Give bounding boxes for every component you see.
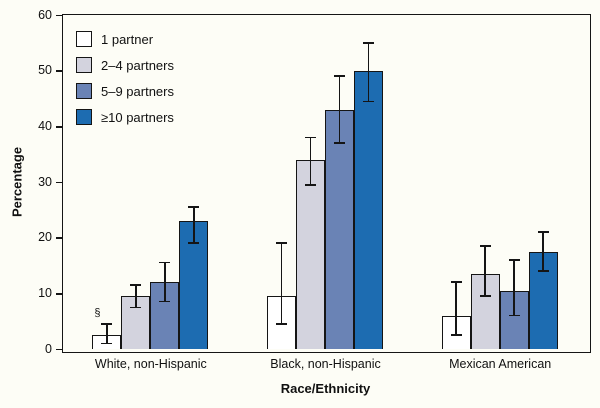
y-tick-mark xyxy=(56,126,62,128)
y-tick-label: 10 xyxy=(38,285,52,300)
error-bar-cap-bottom xyxy=(188,242,200,244)
error-bar-cap-top xyxy=(479,245,491,247)
bar xyxy=(325,109,354,349)
y-tick-mark xyxy=(56,237,62,239)
legend: 1 partner 2–4 partners 5–9 partners ≥10 par… xyxy=(76,31,174,135)
error-bar-cap-top xyxy=(101,323,113,325)
y-axis-title: Percentage xyxy=(9,146,25,218)
error-bar-line xyxy=(193,207,195,244)
y-tick-mark xyxy=(56,70,62,72)
error-bar-cap-top xyxy=(450,281,462,283)
legend-swatch xyxy=(76,31,92,47)
error-bar-cap-bottom xyxy=(537,270,549,272)
error-bar-cap-top xyxy=(130,284,142,286)
plot-area: 1 partner 2–4 partners 5–9 partners ≥10 par… xyxy=(62,14,591,353)
legend-item: 5–9 partners xyxy=(76,83,174,99)
error-bar-line xyxy=(455,282,457,336)
error-bar-line xyxy=(280,243,283,324)
error-bar-cap-top xyxy=(276,242,287,244)
error-bar-cap-bottom xyxy=(450,334,462,336)
x-axis-title: Race/Ethnicity xyxy=(280,381,371,396)
legend-item: 1 partner xyxy=(76,31,174,47)
error-bar-cap-top xyxy=(305,136,316,139)
legend-swatch xyxy=(76,57,92,73)
legend-item: 2–4 partners xyxy=(76,57,174,73)
legend-swatch xyxy=(76,83,92,99)
error-bar-line xyxy=(367,42,370,102)
x-category-label: Mexican American xyxy=(449,357,552,371)
error-bar-cap-top xyxy=(508,259,520,261)
y-tick-label: 60 xyxy=(38,7,52,22)
y-tick-label: 20 xyxy=(38,230,52,245)
bar xyxy=(499,290,529,349)
error-bar-cap-top xyxy=(363,42,374,44)
legend-label: 5–9 partners xyxy=(101,83,174,99)
error-bar-cap-top xyxy=(159,261,171,264)
y-tick-label: 30 xyxy=(38,174,52,189)
error-bar-cap-bottom xyxy=(305,184,316,186)
legend-label: 2–4 partners xyxy=(101,57,174,73)
bar xyxy=(296,159,325,349)
y-tick-mark xyxy=(56,14,62,17)
error-bar-cap-bottom xyxy=(508,314,520,317)
annotation-marker: § xyxy=(94,306,101,319)
error-bar-line xyxy=(338,76,341,144)
error-bar-cap-bottom xyxy=(276,323,287,325)
y-tick-mark xyxy=(56,348,62,351)
error-bar-line xyxy=(164,262,166,302)
error-bar-cap-bottom xyxy=(159,300,171,303)
error-bar-line xyxy=(309,137,312,185)
error-bar-cap-bottom xyxy=(130,306,142,308)
error-bar-line xyxy=(513,259,515,316)
error-bar-cap-bottom xyxy=(479,295,491,297)
error-bar-line xyxy=(106,323,108,344)
error-bar-cap-top xyxy=(334,75,345,77)
legend-label: ≥10 partners xyxy=(101,109,174,125)
error-bar-line xyxy=(542,232,544,272)
error-bar-cap-bottom xyxy=(334,142,345,144)
error-bar-line xyxy=(484,246,486,297)
error-bar-cap-top xyxy=(188,206,200,208)
y-tick-mark xyxy=(56,181,62,184)
x-category-label: Black, non-Hispanic xyxy=(270,357,381,371)
error-bar-cap-bottom xyxy=(363,100,374,103)
error-bar-cap-bottom xyxy=(101,342,113,345)
legend-item: ≥10 partners xyxy=(76,109,174,125)
y-tick-label: 40 xyxy=(38,118,52,133)
y-tick-label: 50 xyxy=(38,63,52,78)
bar xyxy=(179,220,209,349)
x-category-label: White, non-Hispanic xyxy=(94,357,207,371)
legend-label: 1 partner xyxy=(101,31,154,47)
y-tick-mark xyxy=(56,293,62,295)
error-bar-cap-top xyxy=(537,231,549,233)
legend-swatch xyxy=(76,109,92,125)
bar xyxy=(528,251,558,349)
error-bar-line xyxy=(135,284,137,308)
y-tick-label: 0 xyxy=(45,341,52,356)
bar xyxy=(354,70,383,349)
